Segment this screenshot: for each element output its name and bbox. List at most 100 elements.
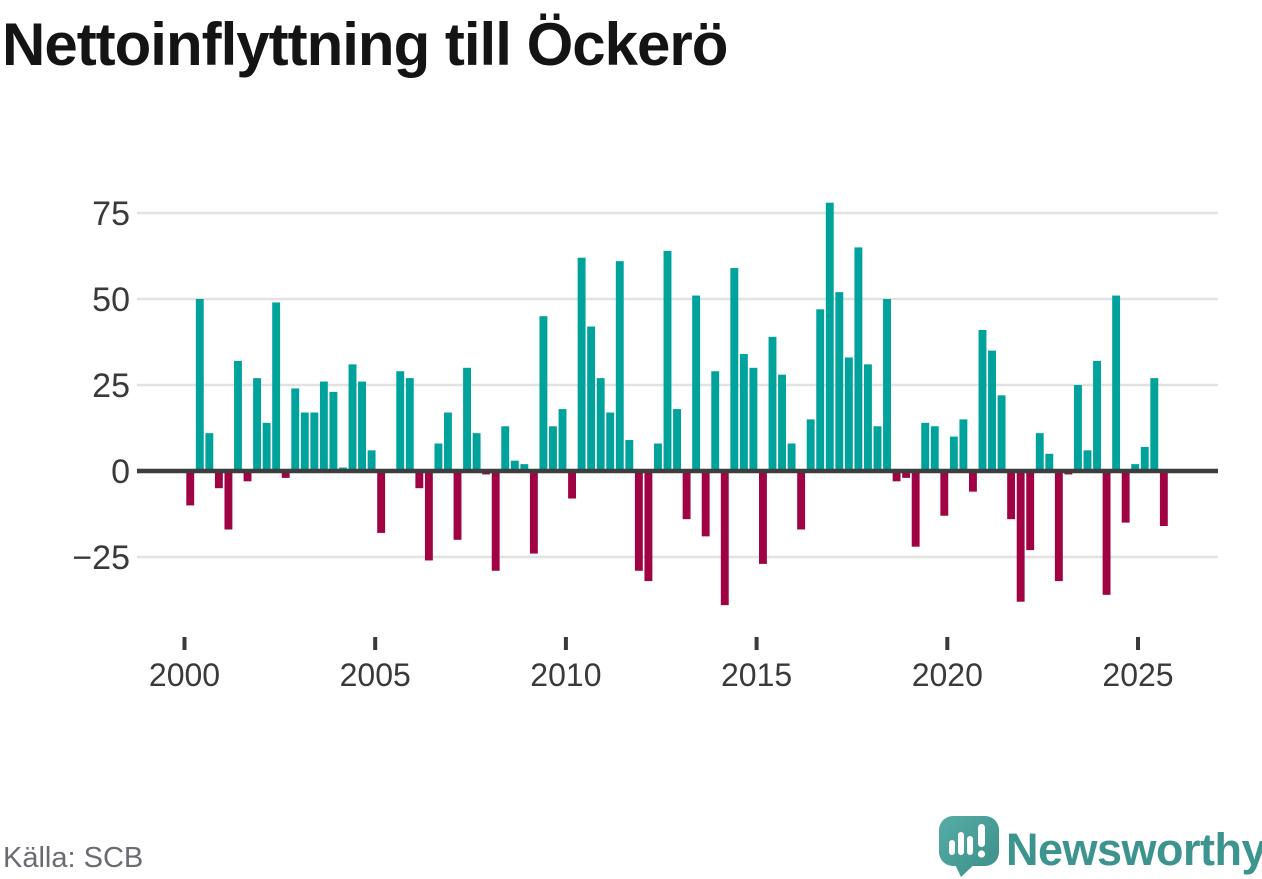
- source-note: Källa: SCB: [3, 842, 144, 874]
- bar: [644, 471, 653, 582]
- mini-bar-chart-glyph: [949, 824, 986, 858]
- bar: [377, 471, 386, 533]
- bar: [348, 364, 357, 471]
- bar: [310, 412, 319, 471]
- bar: [491, 471, 500, 571]
- bar: [501, 426, 510, 471]
- bar: [1007, 471, 1016, 520]
- bar: [253, 378, 262, 471]
- brand-footer: Newsworthy: [930, 810, 1262, 879]
- bar: [424, 471, 433, 561]
- bar: [1045, 453, 1054, 471]
- x-tick-label: 2020: [912, 657, 983, 693]
- bar: [1073, 385, 1082, 471]
- bar: [1121, 471, 1130, 523]
- bar: [911, 471, 920, 547]
- bar: [978, 329, 987, 471]
- bar: [415, 471, 424, 489]
- bar: [434, 443, 443, 471]
- bar: [1159, 471, 1168, 527]
- bar: [682, 471, 691, 520]
- brand-name: Newsworthy: [1006, 824, 1262, 875]
- bar: [472, 433, 481, 471]
- x-tick-label: 2025: [1102, 657, 1173, 693]
- bar: [711, 371, 720, 471]
- bar: [968, 471, 977, 492]
- bar: [539, 316, 548, 471]
- bar: [825, 202, 834, 471]
- bar: [701, 471, 710, 537]
- bar: [1112, 295, 1121, 471]
- bar: [281, 471, 290, 478]
- bar: [1093, 360, 1101, 471]
- bar: [1035, 433, 1044, 471]
- bar: [692, 295, 701, 471]
- bar: [892, 471, 901, 482]
- bar: [959, 419, 968, 471]
- bar: [663, 250, 672, 471]
- bar: [568, 471, 576, 499]
- bar: [549, 426, 557, 471]
- bar: [396, 371, 405, 471]
- bar: [520, 464, 529, 471]
- bar: [883, 299, 891, 471]
- bar: [224, 471, 233, 530]
- bar: [949, 436, 958, 471]
- bar: [634, 471, 643, 571]
- bar: [854, 247, 863, 471]
- bar: [873, 426, 882, 471]
- x-tick-label: 2005: [340, 657, 411, 693]
- bar: [195, 299, 204, 471]
- bar: [367, 450, 376, 471]
- page-title: Nettoinflyttning till Öckerö: [2, 11, 728, 78]
- x-tick-label: 2015: [721, 657, 792, 693]
- bar: [234, 360, 242, 471]
- bar: [921, 422, 930, 471]
- bar: [262, 422, 271, 471]
- bar: [596, 378, 605, 471]
- bar: [272, 302, 281, 471]
- bar: [587, 326, 596, 471]
- bar: [453, 471, 462, 540]
- bar: [1054, 471, 1063, 582]
- bar: [940, 471, 949, 516]
- bar: [615, 261, 624, 471]
- bar: [749, 367, 758, 471]
- bar: [863, 364, 872, 471]
- bar: [759, 471, 767, 564]
- y-tick-label: 0: [111, 453, 130, 491]
- bar: [787, 443, 796, 471]
- bar: [730, 268, 739, 471]
- bar: [739, 354, 748, 471]
- bar: [816, 309, 825, 471]
- bar: [606, 412, 615, 471]
- bar: [1016, 471, 1025, 602]
- bar: [768, 336, 777, 471]
- bar: [1026, 471, 1035, 551]
- bar: [1140, 446, 1149, 471]
- bar: [673, 409, 681, 471]
- y-tick-label: −25: [72, 539, 130, 577]
- bar: [205, 433, 214, 471]
- bar: [988, 350, 996, 471]
- bar: [329, 391, 338, 471]
- bar: [243, 471, 252, 482]
- bar: [930, 426, 939, 471]
- x-tick-label: 2010: [530, 657, 601, 693]
- exclamation-dot: [977, 850, 986, 858]
- bar: [291, 388, 300, 471]
- bar: [214, 471, 223, 489]
- bar: [558, 409, 567, 471]
- exclamation-bar: [978, 824, 985, 847]
- bar: [1102, 471, 1111, 595]
- bar: [444, 412, 452, 471]
- bar: [319, 381, 328, 471]
- bar: [186, 471, 195, 506]
- bar: [463, 367, 472, 471]
- bar: [300, 412, 309, 471]
- bar: [902, 471, 911, 478]
- bar: [835, 292, 844, 471]
- bar: [405, 378, 414, 471]
